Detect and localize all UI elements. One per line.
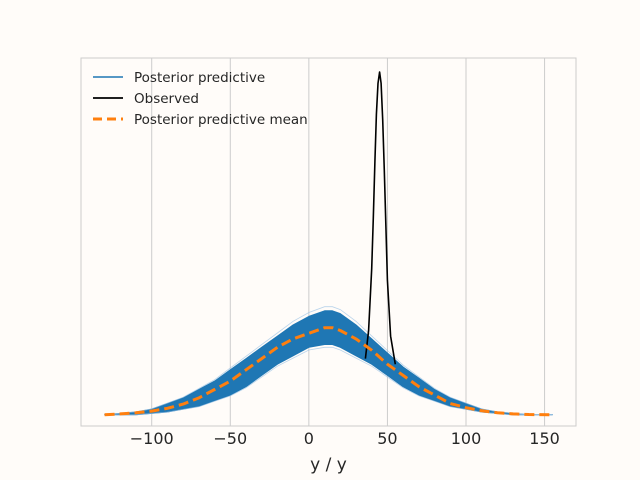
posterior-predictive-outline-0 (104, 346, 553, 416)
x-tick-labels: −100 −50 0 50 100 150 (130, 429, 560, 448)
legend-label: Posterior predictive (134, 70, 265, 86)
grid-layer (151, 58, 546, 426)
plot-background (81, 58, 576, 426)
x-tick-label: 50 (377, 429, 397, 448)
x-tick-label: −100 (130, 429, 174, 448)
observed-line (364, 71, 397, 365)
posterior-mean-line (104, 326, 553, 417)
x-tick-label: 150 (529, 429, 560, 448)
x-axis-label: y / y (310, 455, 347, 475)
legend: Posterior predictive Observed Posterior pr… (93, 70, 308, 128)
legend-label: Observed (134, 91, 199, 107)
x-tick-label: 100 (451, 429, 482, 448)
legend-label: Posterior predictive mean (134, 112, 308, 128)
plot-frame (80, 57, 577, 427)
posterior-predictive-outline-1 (104, 306, 553, 416)
x-tick-label: −50 (213, 429, 247, 448)
x-tick-label: 0 (304, 429, 314, 448)
series-layer (104, 71, 553, 417)
